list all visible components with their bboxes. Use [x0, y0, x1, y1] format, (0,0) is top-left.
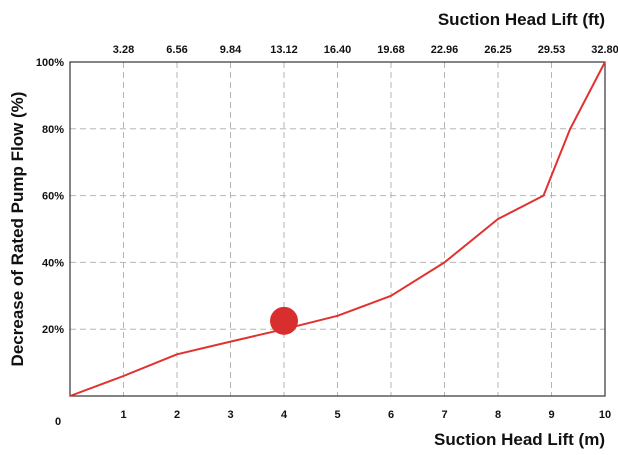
y-axis-title: Decrease of Rated Pump Flow (%): [8, 92, 27, 367]
x2-tick-label: 16.40: [324, 44, 352, 56]
x2-tick-label: 29.53: [538, 44, 566, 56]
plot-frame: [69, 61, 606, 397]
x-tick-label: 0: [55, 416, 61, 428]
x-tick-label: 6: [388, 409, 394, 421]
x-tick-label: 1: [120, 409, 126, 421]
x2-tick-label: 32.80: [591, 44, 618, 56]
y-tick-label: 60%: [42, 191, 64, 203]
x-tick-label: 7: [441, 409, 447, 421]
x-tick-label: 5: [334, 409, 340, 421]
x2-tick-label: 26.25: [484, 44, 512, 56]
x-axis-title: Suction Head Lift (m): [434, 430, 605, 449]
y-tick-label: 80%: [42, 124, 64, 136]
x-tick-label: 9: [548, 409, 554, 421]
series-layer: [69, 61, 606, 397]
y-tick-label: 20%: [42, 324, 64, 336]
y-tick-label: 100%: [36, 57, 64, 69]
x-tick-label: 4: [281, 409, 288, 421]
x2-tick-label: 3.28: [113, 44, 134, 56]
y-tick-label: 40%: [42, 257, 64, 269]
x-tick-label: 3: [227, 409, 233, 421]
series-line: [69, 61, 606, 397]
x2-tick-label: 6.56: [166, 44, 187, 56]
top-axis-title: Suction Head Lift (ft): [438, 10, 605, 29]
x2-tick-label: 13.12: [270, 44, 298, 56]
x-tick-label: 8: [495, 409, 501, 421]
x2-tick-label: 19.68: [377, 44, 405, 56]
x2-tick-label: 22.96: [431, 44, 459, 56]
grid: [70, 62, 605, 396]
highlight-marker: [270, 306, 298, 335]
x-tick-label: 10: [599, 409, 611, 421]
tick-labels: 0 1 2 3 4 5 6 7 8 9 10 3.28 6.56 9.84 13.12 16.40 19.68 2…: [36, 44, 618, 428]
x-tick-label: 2: [174, 409, 180, 421]
x2-tick-label: 9.84: [220, 44, 242, 56]
